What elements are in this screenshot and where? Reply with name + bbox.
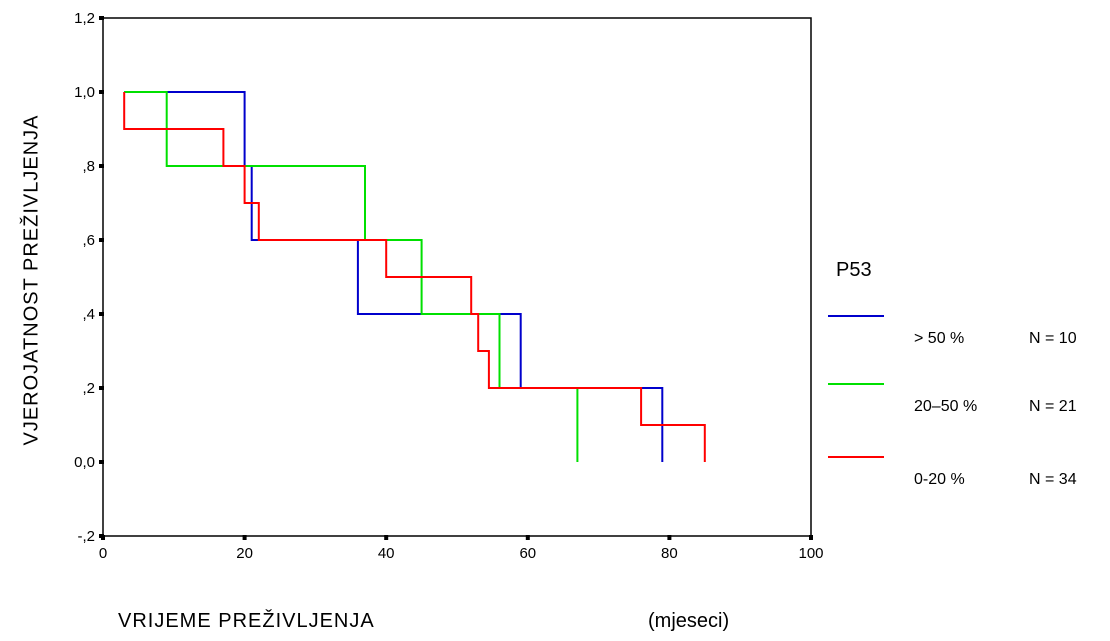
x-axis-label: VRIJEME PREŽIVLJENJA	[118, 610, 375, 632]
x-tick-mark	[809, 535, 813, 540]
legend-item-20-50: 20–50 % N = 21	[828, 383, 1108, 423]
y-tick-label: 0,0	[74, 454, 95, 471]
legend-n-20-50: N = 21	[1029, 398, 1077, 415]
y-tick-mark	[99, 16, 104, 20]
y-tick-label: 1,2	[74, 10, 95, 27]
y-tick-mark	[99, 386, 104, 390]
x-tick-label: 80	[661, 545, 678, 562]
y-tick-label: -,2	[77, 528, 95, 545]
legend-n-gt50: N = 10	[1029, 330, 1077, 347]
y-tick-mark	[99, 164, 104, 168]
legend-item-gt50: > 50 % N = 10	[828, 315, 1108, 355]
legend-swatch-20-50	[828, 383, 884, 385]
x-tick-mark	[101, 535, 105, 540]
y-tick-mark	[99, 460, 104, 464]
legend-item-0-20: 0-20 % N = 34	[828, 456, 1108, 496]
x-tick-label: 20	[236, 545, 253, 562]
plot-frame	[102, 17, 812, 537]
y-tick-label: ,2	[82, 380, 95, 397]
x-tick-label: 60	[519, 545, 536, 562]
y-tick-label: ,8	[82, 158, 95, 175]
x-tick-label: 100	[798, 545, 823, 562]
y-tick-label: ,6	[82, 232, 95, 249]
y-tick-label: 1,0	[74, 84, 95, 101]
series-line-2	[123, 92, 706, 462]
y-tick-mark	[99, 238, 104, 242]
legend-swatch-gt50	[828, 315, 884, 317]
x-tick-mark	[242, 535, 247, 540]
legend-label-20-50: 20–50 %	[914, 398, 978, 415]
x-tick-mark	[667, 535, 672, 540]
series-line-1	[124, 91, 579, 462]
y-tick-label: ,4	[82, 306, 95, 323]
x-tick-mark	[525, 535, 530, 540]
x-tick-label: 40	[378, 545, 395, 562]
x-tick-mark	[384, 535, 389, 540]
legend-title: P53	[836, 259, 872, 281]
legend-n-0-20: N = 34	[1029, 471, 1077, 488]
legend-swatch-0-20	[828, 456, 884, 458]
x-axis-unit: (mjeseci)	[648, 610, 730, 632]
x-tick-label: 0	[99, 545, 107, 562]
legend-label-gt50: > 50 %	[914, 330, 965, 347]
legend-label-0-20: 0-20 %	[914, 471, 965, 488]
y-axis-label-box: VJEROJATNOST PREŽIVLJENJA	[12, 0, 52, 560]
y-tick-mark	[99, 312, 104, 316]
y-tick-mark	[99, 90, 104, 94]
y-axis-label: VJEROJATNOST PREŽIVLJENJA	[20, 114, 43, 446]
